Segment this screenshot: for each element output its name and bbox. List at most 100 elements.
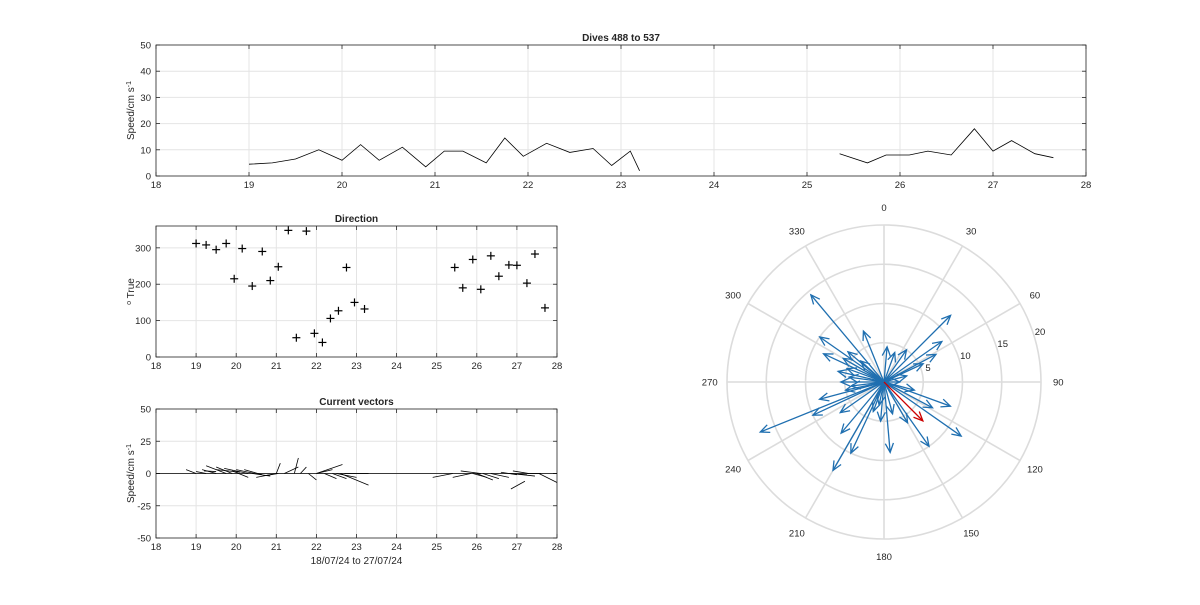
- polar-vector: [862, 329, 885, 383]
- x-tick-label: 18: [151, 361, 162, 372]
- ring-label: 15: [997, 339, 1008, 350]
- arrow-head: [840, 423, 851, 435]
- arrow-head: [925, 353, 938, 363]
- y-axis-label: o True: [126, 278, 138, 305]
- arrow-shaft: [851, 381, 885, 387]
- current-vector: [538, 473, 558, 483]
- direction-point: [212, 245, 221, 254]
- direction-point: [494, 272, 503, 281]
- current-vector: [236, 469, 255, 474]
- y-tick-label: 40: [140, 67, 151, 78]
- y-tick-label: 50: [140, 405, 151, 416]
- arrow-shaft: [883, 375, 907, 383]
- direction-point: [266, 276, 275, 285]
- arrow-head: [922, 399, 934, 409]
- arrow-head: [809, 293, 821, 305]
- angle-label: 180: [876, 552, 892, 563]
- current-vector: [293, 457, 299, 474]
- y-tick-label: 100: [135, 316, 151, 327]
- y-tick-label: 200: [135, 280, 151, 291]
- current-vector: [275, 463, 281, 474]
- angle-label: 210: [789, 528, 805, 539]
- x-tick-label: 22: [311, 542, 322, 553]
- y-tick-label: 0: [146, 353, 151, 364]
- arrow-shaft: [883, 381, 933, 409]
- mean-vector: [883, 381, 924, 422]
- polar-vector: [839, 377, 884, 387]
- arrow-head: [818, 336, 830, 346]
- x-tick-label: 18: [151, 542, 162, 553]
- arrow-head: [841, 357, 854, 367]
- x-tick-label: 28: [1081, 180, 1092, 191]
- arrow-head: [836, 368, 849, 378]
- x-tick-label: 27: [512, 361, 523, 372]
- x-tick-label: 18: [151, 180, 162, 191]
- direction-point: [238, 244, 247, 253]
- polar-vector: [838, 381, 885, 414]
- polar-vector: [883, 363, 925, 383]
- x-tick-label: 20: [337, 180, 348, 191]
- current-vector: [336, 473, 357, 478]
- polar-spoke: [883, 302, 1021, 383]
- arrow-head: [896, 373, 909, 383]
- arrow-shaft: [883, 346, 888, 383]
- current-vector: [216, 469, 241, 473]
- current-vector: [512, 470, 529, 474]
- current-vector: [204, 470, 217, 472]
- polar-vector: [850, 381, 885, 455]
- polar-vector: [811, 381, 885, 416]
- arrow-shaft: [883, 352, 896, 383]
- current-vector: [316, 464, 343, 474]
- direction-point: [202, 240, 211, 249]
- direction-point: [512, 261, 521, 270]
- polar-vector: [859, 359, 885, 383]
- angle-label: 0: [881, 203, 886, 214]
- arrow-head: [940, 398, 952, 408]
- direction-point: [326, 314, 335, 323]
- polar-vector: [809, 293, 885, 383]
- current-vector: [300, 466, 307, 474]
- arrow-shaft: [883, 381, 894, 415]
- current-vector: [308, 473, 317, 481]
- current-vector: [324, 473, 337, 480]
- arrow-shaft: [840, 381, 885, 434]
- arrow-shaft: [839, 381, 885, 414]
- direction-point: [222, 239, 231, 248]
- arrow-shaft: [883, 381, 924, 422]
- x-tick-label: 26: [895, 180, 906, 191]
- angle-label: 90: [1053, 378, 1064, 389]
- direction-point: [292, 333, 301, 342]
- arrow-head: [822, 353, 834, 362]
- x-tick-label: 20: [231, 542, 242, 553]
- x-tick-label: 28: [552, 361, 563, 372]
- arrow-head: [913, 363, 925, 372]
- arrow-shaft: [832, 381, 885, 471]
- current-vector: [244, 469, 263, 476]
- speed-chart: 18 19 20 21 22 23 24 25 26 27 28 0 10 20 30 40 50 Dives 4…: [126, 33, 1092, 191]
- x-tick-label: 26: [472, 542, 483, 553]
- x-tick-label: 25: [802, 180, 813, 191]
- arrow-shaft: [823, 353, 885, 383]
- x-tick-label: 22: [311, 361, 322, 372]
- polar-vector: [883, 340, 944, 383]
- arrow-head: [913, 411, 924, 422]
- arrow-head: [899, 412, 909, 425]
- direction-point: [486, 251, 495, 260]
- chart-title: Direction: [335, 214, 378, 225]
- x-tick-label: 27: [988, 180, 999, 191]
- polar-vector: [883, 373, 909, 383]
- ring-label: 5: [925, 363, 930, 374]
- arrow-head: [881, 345, 891, 357]
- arrow-shaft: [883, 363, 924, 383]
- arrow-shaft: [812, 381, 885, 416]
- direction-point: [504, 260, 513, 269]
- direction-point: [468, 255, 477, 264]
- arrow-head: [811, 407, 823, 416]
- angle-label: 300: [725, 290, 741, 301]
- current-vector: [460, 470, 481, 474]
- vectors-chart: 18 19 20 21 22 23 24 25 26 27 28 -50 -25 0 25 50 Current…: [126, 397, 563, 567]
- x-tick-label: 25: [431, 361, 442, 372]
- x-tick-label: 21: [271, 361, 282, 372]
- current-vector: [332, 473, 347, 480]
- polar-spoke: [883, 381, 1021, 462]
